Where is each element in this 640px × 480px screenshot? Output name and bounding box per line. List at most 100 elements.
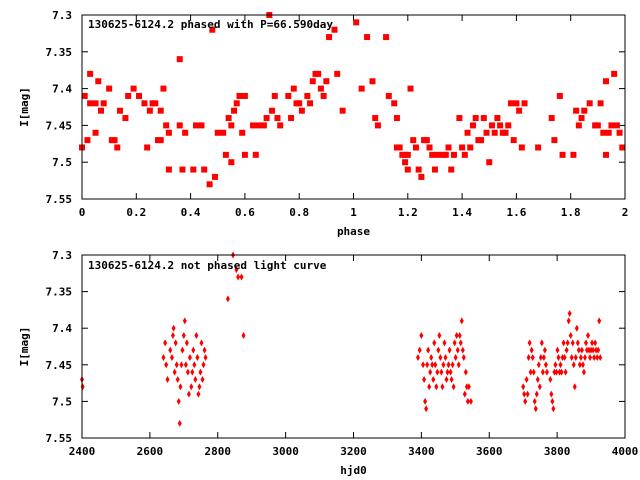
data-point: [179, 166, 186, 173]
data-point: [572, 383, 577, 391]
data-point: [571, 361, 576, 369]
data-point: [323, 78, 330, 85]
data-point: [288, 115, 295, 122]
data-point: [391, 100, 398, 107]
data-point: [418, 173, 425, 180]
phased-plot-ylabel: I[mag]: [18, 87, 31, 127]
y-tick-label: 7.5: [52, 156, 72, 169]
data-point: [533, 405, 538, 413]
data-point: [456, 115, 463, 122]
data-point: [551, 405, 556, 413]
data-point: [580, 361, 585, 369]
phased-plot-points: [79, 12, 626, 188]
phased-plot-xlabel: phase: [337, 225, 370, 238]
data-point: [555, 346, 560, 354]
data-point: [199, 339, 204, 347]
data-point: [570, 151, 577, 158]
data-point: [584, 346, 589, 354]
data-point: [524, 375, 529, 383]
data-point: [569, 353, 574, 361]
data-point: [165, 129, 172, 136]
x-tick-label: 1.4: [452, 206, 472, 219]
y-tick-label: 7.3: [52, 249, 72, 262]
data-point: [598, 353, 603, 361]
data-point: [573, 107, 580, 114]
data-point: [241, 92, 248, 99]
data-point: [122, 115, 129, 122]
data-point: [459, 144, 466, 151]
data-point: [160, 85, 167, 92]
x-tick-label: 1.2: [398, 206, 418, 219]
data-point: [444, 375, 449, 383]
data-point: [274, 115, 281, 122]
data-point: [602, 78, 609, 85]
data-point: [592, 353, 597, 361]
data-point: [586, 100, 593, 107]
data-point: [426, 144, 433, 151]
data-point: [225, 115, 232, 122]
data-point: [239, 273, 244, 281]
data-point: [619, 144, 626, 151]
data-point: [442, 151, 449, 158]
data-point: [558, 361, 563, 369]
data-point: [260, 122, 267, 129]
data-point: [111, 137, 118, 144]
data-point: [560, 353, 565, 361]
data-point: [552, 368, 557, 376]
data-point: [543, 361, 548, 369]
y-tick-label: 7.45: [46, 119, 73, 132]
data-point: [114, 144, 121, 151]
data-point: [92, 100, 99, 107]
data-point: [488, 122, 495, 129]
data-point: [98, 107, 105, 114]
data-point: [505, 122, 512, 129]
data-point: [578, 115, 585, 122]
data-point: [557, 368, 562, 376]
data-point: [478, 137, 485, 144]
phased-plot-tick-labels: 0 0.2 0.4 0.6 0.8 1 1.2 1.4 1.6 1.8 2 7.3 7.35 7.4 7.4…: [46, 9, 629, 219]
data-point: [198, 122, 205, 129]
data-point: [372, 115, 379, 122]
data-point: [570, 339, 575, 347]
y-tick-label: 7.55: [46, 193, 73, 206]
data-point: [461, 151, 468, 158]
data-point: [415, 353, 420, 361]
y-tick-label: 7.4: [52, 322, 72, 335]
data-point: [269, 107, 276, 114]
data-point: [296, 100, 303, 107]
data-point: [415, 166, 422, 173]
data-point: [196, 390, 201, 398]
data-point: [535, 375, 540, 383]
data-point: [513, 100, 520, 107]
data-point: [589, 346, 594, 354]
data-point: [385, 92, 392, 99]
data-point: [567, 310, 572, 318]
data-point: [491, 129, 498, 136]
data-point: [439, 368, 444, 376]
data-point: [434, 151, 441, 158]
data-point: [472, 115, 479, 122]
data-point: [339, 107, 346, 114]
data-point: [430, 361, 435, 369]
x-tick-label: 1.6: [506, 206, 526, 219]
data-point: [595, 353, 600, 361]
data-point: [458, 339, 463, 347]
data-point: [602, 151, 609, 158]
data-point: [193, 375, 198, 383]
x-tick-label: 0.6: [235, 206, 255, 219]
data-point: [317, 85, 324, 92]
data-point: [450, 361, 455, 369]
data-point: [530, 353, 535, 361]
data-point: [175, 375, 180, 383]
data-point: [176, 56, 183, 63]
data-point: [214, 129, 221, 136]
phased-plot-panel: 0 0.2 0.4 0.6 0.8 1 1.2 1.4 1.6 1.8 2 7.3 7.35 7.4 7.4…: [18, 9, 628, 238]
data-point: [241, 151, 248, 158]
data-point: [523, 397, 528, 405]
data-point: [163, 122, 170, 129]
data-point: [461, 353, 466, 361]
data-point: [402, 159, 409, 166]
data-point: [494, 115, 501, 122]
